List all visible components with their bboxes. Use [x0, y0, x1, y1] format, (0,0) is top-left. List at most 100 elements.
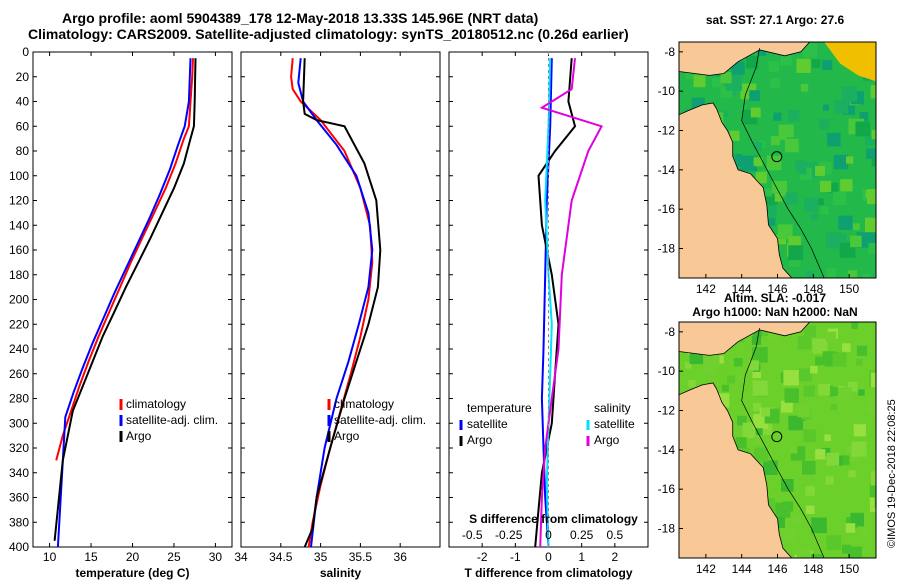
field-cell [852, 223, 860, 231]
y-tick-label: 220 [9, 317, 29, 331]
field-cell [817, 198, 824, 206]
legend-label: satellite [467, 417, 508, 431]
series-line-argo [53, 58, 197, 541]
y-tick-label: 20 [16, 70, 30, 84]
field-cell [737, 415, 747, 426]
map-y-tick-label: -18 [658, 242, 676, 256]
legend-label: Argo [126, 429, 152, 443]
y-tick-label: 240 [9, 342, 29, 356]
legend-label: satellite-adj. clim. [126, 413, 218, 427]
field-cell [838, 387, 852, 402]
legend-label: climatology [126, 397, 186, 411]
x-tick-label: 35.5 [349, 550, 373, 564]
field-cell [870, 471, 876, 486]
map-y-tick-label: -14 [658, 163, 676, 177]
field-cell [818, 383, 830, 396]
field-cell [720, 72, 732, 84]
field-cell [815, 449, 826, 460]
y-tick-label: 80 [16, 144, 30, 158]
field-cell [750, 107, 761, 118]
title-line-1: Argo profile: aoml 5904389_178 12-May-20… [62, 10, 539, 26]
field-cell [722, 384, 729, 392]
field-cell [822, 104, 829, 111]
field-cell [806, 271, 815, 278]
field-cell [774, 194, 783, 202]
field-cell [819, 118, 830, 130]
field-cell [848, 546, 863, 558]
map-y-tick-label: -10 [658, 364, 676, 378]
map-field [679, 322, 876, 558]
field-cell [783, 370, 799, 386]
x-tick-label: 15 [84, 550, 98, 564]
field-cell [795, 160, 807, 172]
field-cell [850, 235, 862, 248]
field-cell [752, 347, 768, 363]
field-cell [845, 523, 856, 533]
field-cell [780, 54, 792, 66]
field-cell [815, 165, 825, 176]
map-y-tick-label: -16 [658, 482, 676, 496]
field-cell [820, 206, 829, 215]
map-x-tick-label: 144 [732, 282, 752, 296]
field-cell [753, 447, 769, 462]
map-field [679, 42, 876, 278]
field-cell [847, 381, 858, 392]
panel-frame [32, 51, 233, 548]
field-cell [826, 535, 842, 551]
field-cell [874, 494, 876, 508]
field-cell [773, 517, 785, 528]
x-tick-label: 34.5 [269, 550, 293, 564]
map-x-tick-label: 146 [767, 562, 787, 576]
field-cell [726, 375, 735, 384]
y-tick-label: 280 [9, 392, 29, 406]
field-cell [784, 138, 799, 153]
field-cell [834, 99, 849, 114]
field-cell [797, 405, 810, 418]
field-cell [735, 437, 747, 449]
series-line-argo [302, 58, 382, 547]
field-cell [771, 180, 787, 197]
field-cell [815, 356, 824, 366]
x-tick-label: 1 [578, 550, 585, 564]
field-cell [800, 84, 809, 92]
field-cell [753, 414, 768, 429]
legend-label: Argo [467, 433, 493, 447]
field-cell [846, 156, 854, 164]
field-cell [770, 136, 781, 146]
series-group [534, 58, 604, 547]
field-cell [770, 78, 780, 88]
field-cell [820, 180, 832, 193]
field-cell [840, 179, 853, 192]
x-axis-label: T difference from climatology [464, 566, 632, 580]
field-cell [838, 215, 853, 230]
field-cell [806, 505, 815, 514]
field-cell [822, 59, 833, 70]
field-cell [754, 141, 763, 151]
field-cell [753, 402, 762, 412]
y-tick-label: 100 [9, 169, 29, 183]
field-cell [776, 234, 786, 245]
field-cell [781, 400, 793, 413]
field-cell [833, 154, 849, 170]
y-tick-label: 200 [9, 293, 29, 307]
land-png [679, 42, 811, 76]
map-y-tick-label: -14 [658, 443, 676, 457]
field-cell [828, 386, 839, 397]
top-x-tick-label: 0 [545, 528, 552, 542]
title-line-2: Climatology: CARS2009. Satellite-adjuste… [28, 26, 629, 42]
map-title-line-1: Altim. SLA: -0.017 [724, 291, 826, 305]
field-cell [811, 213, 818, 221]
profile-panel-temperature: 0 20 40 60 80 100 120 140 160 180 200 220 240 260 280 3… [9, 45, 233, 580]
x-tick-label: -2 [477, 550, 488, 564]
field-cell [746, 55, 759, 69]
x-tick-label: -1 [510, 550, 521, 564]
legend-label: climatology [334, 397, 394, 411]
credit-text: ©IMOS 19-Dec-2018 22:08:25 [886, 399, 898, 548]
map-y-tick-label: -10 [658, 84, 676, 98]
x-tick-label: 34 [234, 550, 248, 564]
field-cell [842, 544, 852, 554]
field-cell [757, 47, 767, 56]
field-cell [826, 331, 837, 342]
x-tick-label: 10 [43, 550, 57, 564]
field-cell [782, 501, 794, 512]
